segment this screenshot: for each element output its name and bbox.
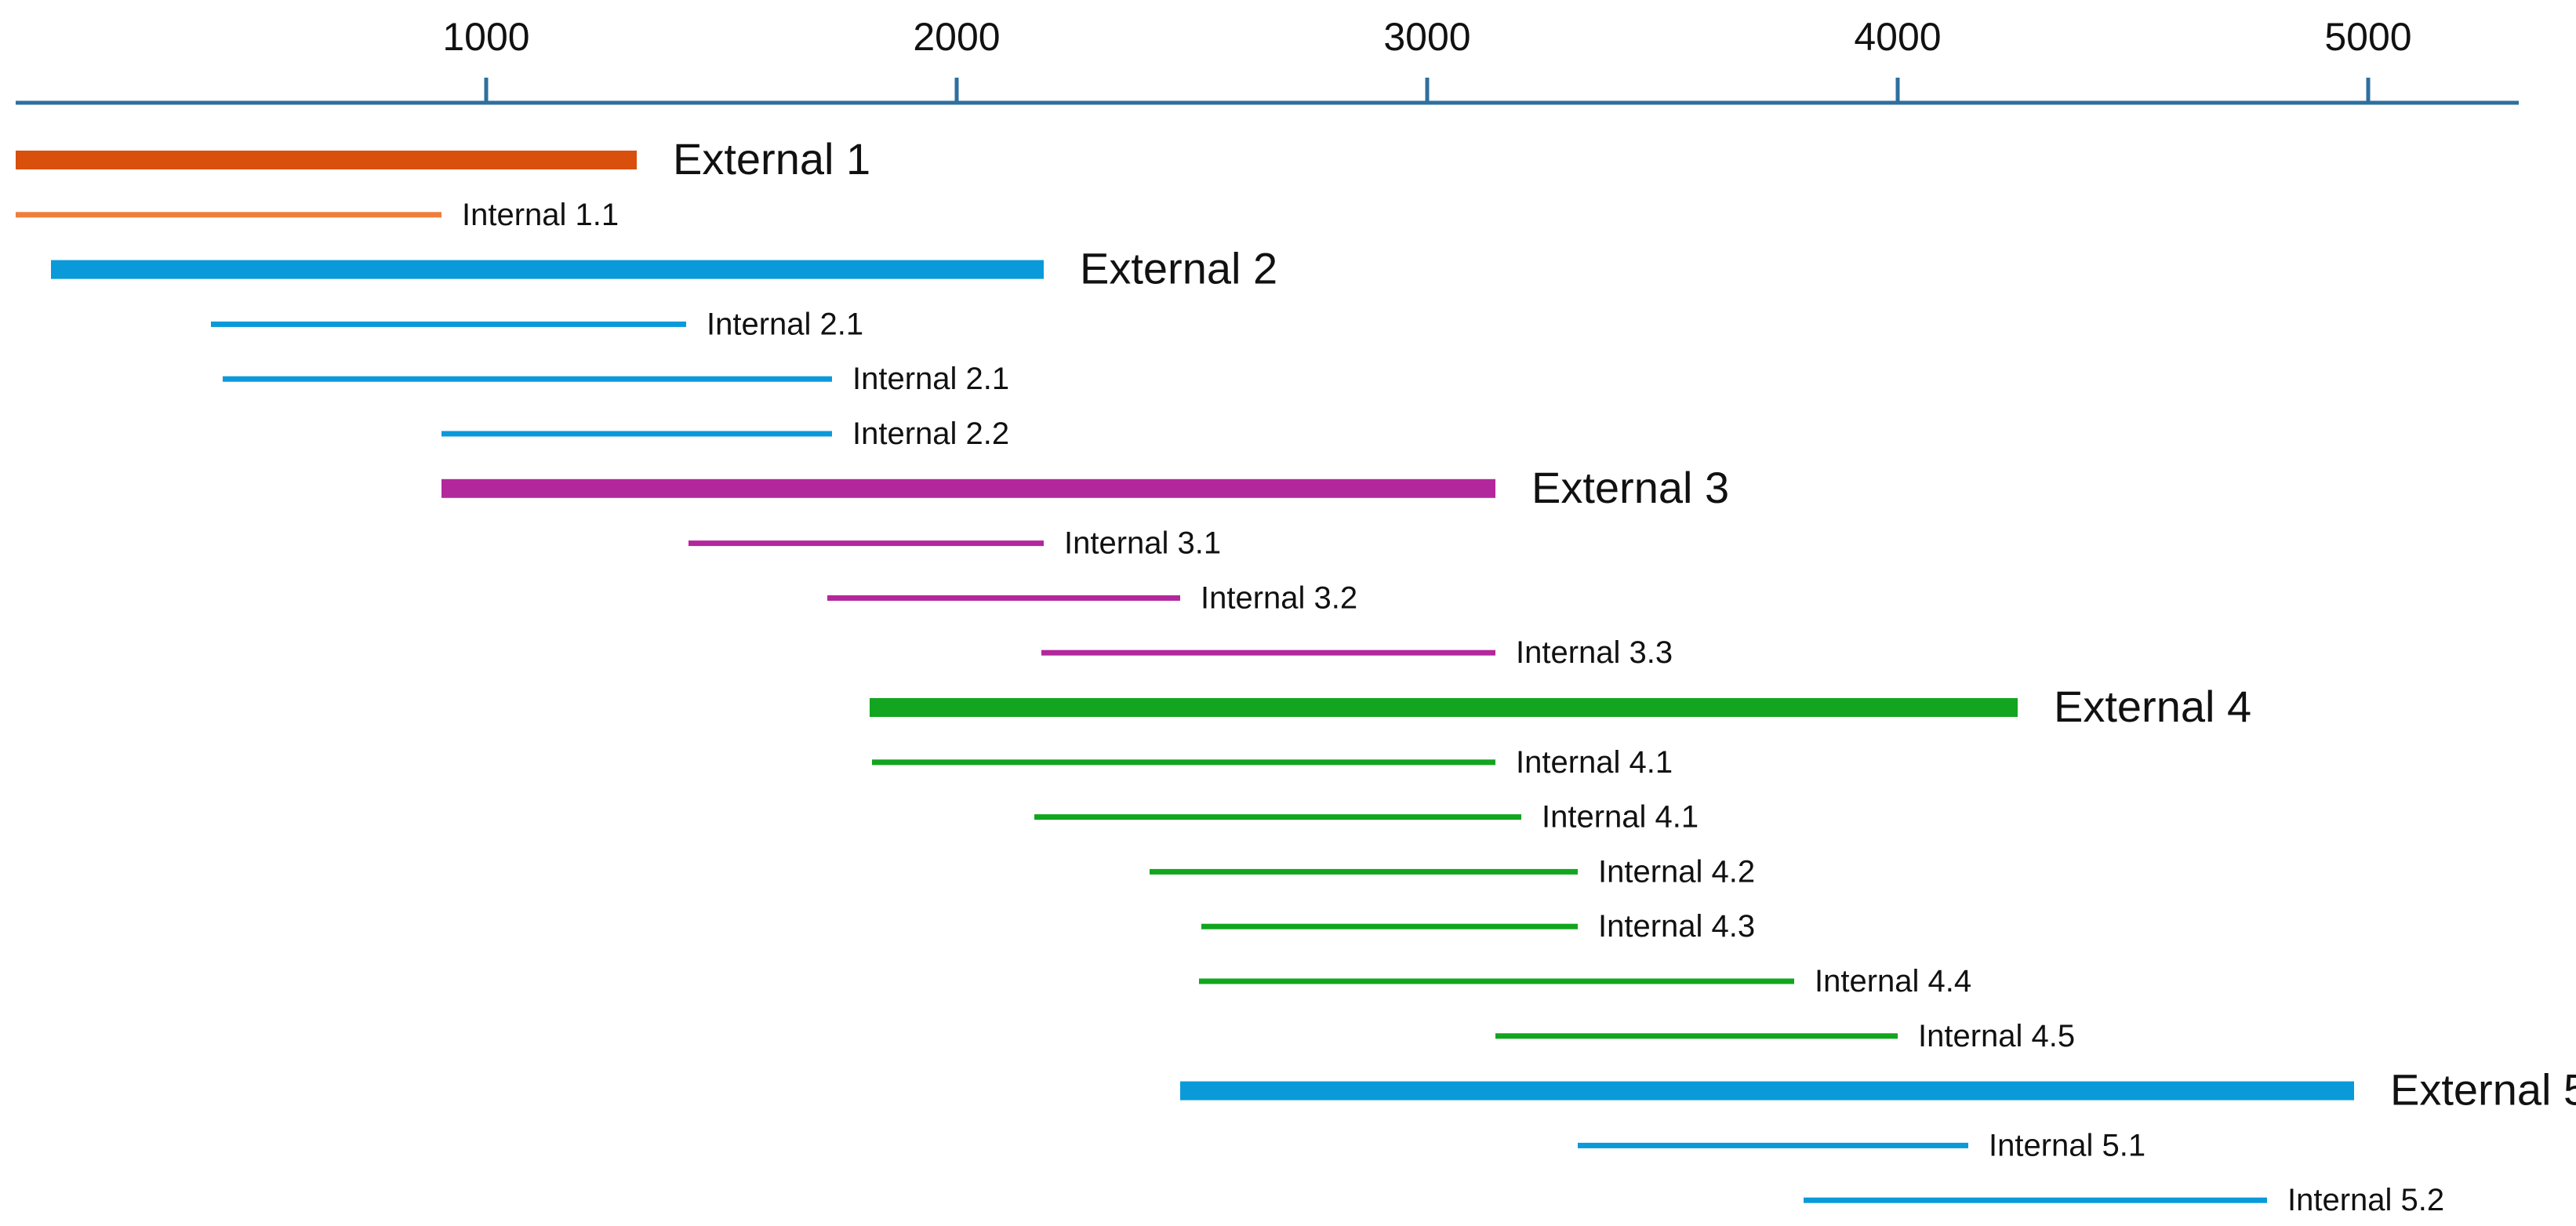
interval-bars: External 1 Internal 1.1 External 2 Internal…	[16, 134, 2576, 1217]
external-bar	[441, 478, 1495, 498]
internal-bar	[1495, 1033, 1898, 1039]
internal-bar-label: Internal 2.1	[707, 307, 863, 341]
internal-bar-label: Internal 4.1	[1542, 800, 1699, 835]
internal-bar	[1199, 978, 1794, 984]
axis-tick-label: 5000	[2324, 15, 2411, 59]
internal-bar-label: Internal 2.2	[852, 417, 1009, 451]
internal-bar	[223, 376, 832, 382]
axis-tick-label: 4000	[1854, 15, 1941, 59]
external-bar	[51, 260, 1044, 279]
axis-tick-label: 1000	[442, 15, 529, 59]
internal-bar-label: Internal 3.3	[1516, 635, 1673, 670]
internal-bar-label: Internal 4.5	[1918, 1019, 2075, 1053]
internal-bar-label: Internal 3.2	[1201, 580, 1357, 615]
internal-bar	[689, 540, 1044, 547]
internal-bar-label: Internal 4.3	[1598, 909, 1755, 944]
axis-tick-label: 3000	[1383, 15, 1470, 59]
external-bar	[16, 151, 637, 169]
internal-bar-label: Internal 4.4	[1815, 964, 1971, 999]
external-bar	[1180, 1081, 2354, 1100]
internal-bar-label: Internal 1.1	[462, 198, 619, 232]
internal-bar-label: Internal 2.1	[852, 362, 1009, 396]
external-bar-label: External 5	[2390, 1065, 2576, 1115]
internal-bar	[1041, 649, 1495, 656]
internal-bar	[1201, 923, 1578, 930]
internal-bar	[441, 431, 832, 437]
internal-bar-label: Internal 4.2	[1598, 854, 1755, 889]
internal-bar	[1578, 1142, 1968, 1148]
external-bar-label: External 3	[1531, 463, 1729, 512]
internal-bar-label: Internal 4.1	[1516, 745, 1673, 780]
time-axis: 1000 2000 3000 4000 5000	[16, 15, 2519, 105]
external-bar-label: External 2	[1080, 244, 1277, 293]
internal-bar	[827, 595, 1180, 601]
external-bar-label: External 4	[2054, 682, 2251, 731]
external-bar	[870, 698, 2018, 717]
internal-bar-label: Internal 5.2	[2287, 1183, 2444, 1217]
internal-bar	[1150, 868, 1578, 875]
internal-bar	[1034, 814, 1521, 820]
internal-bar-label: Internal 3.1	[1064, 526, 1221, 561]
internal-bar-label: Internal 5.1	[1989, 1128, 2145, 1162]
axis-tick-label: 2000	[913, 15, 1000, 59]
external-bar-label: External 1	[673, 134, 870, 184]
internal-bar	[1804, 1197, 2267, 1203]
internal-bar	[211, 321, 686, 327]
internal-bar	[872, 759, 1495, 766]
internal-bar	[16, 212, 441, 218]
